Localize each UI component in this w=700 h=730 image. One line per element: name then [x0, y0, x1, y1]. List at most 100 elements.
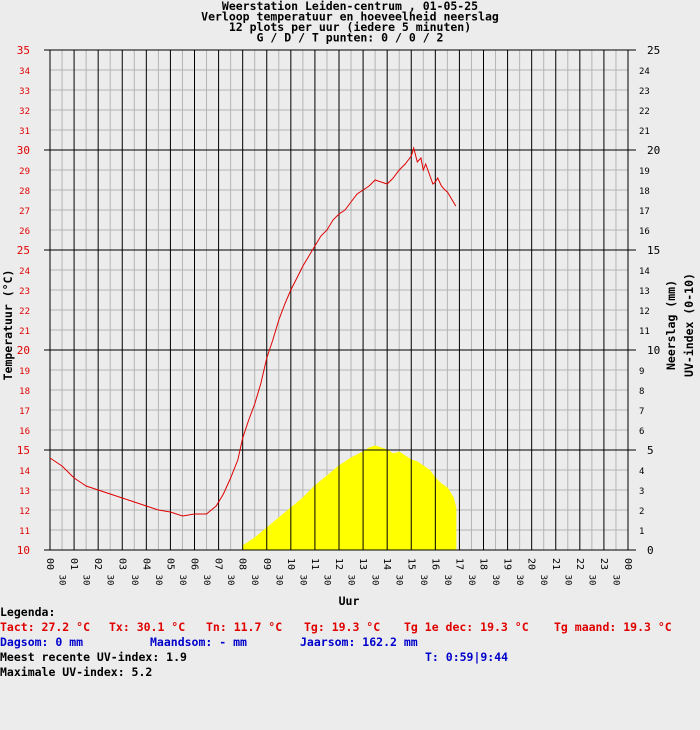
x-axis-label: Uur	[339, 594, 360, 605]
x-tick-label: 14	[381, 558, 392, 570]
x-tick-label: 30	[153, 575, 163, 586]
left-tick-label: 33	[19, 87, 30, 97]
left-tick-label: 20	[17, 344, 30, 357]
title-line: 12 plots per uur (iedere 5 minuten)	[229, 20, 471, 34]
x-tick-label: 09	[261, 558, 272, 570]
left-tick-label: 14	[19, 467, 30, 477]
right-tick-label: 12	[639, 307, 650, 317]
x-tick-label: 30	[490, 575, 500, 586]
x-tick-label: 30	[105, 575, 115, 586]
x-tick-label: 30	[610, 575, 620, 586]
right-tick-label: 2	[639, 507, 644, 517]
left-tick-label: 29	[19, 167, 30, 177]
x-tick-label: 30	[129, 575, 139, 586]
x-tick-label: 30	[586, 575, 596, 586]
legend-row-heading: Legenda:	[0, 605, 700, 620]
right-tick-label: 19	[639, 167, 650, 177]
x-tick-label: 30	[57, 575, 67, 586]
left-tick-label: 19	[19, 367, 30, 377]
y-axis-label-left: Temperatuur (°C)	[1, 270, 15, 381]
left-tick-label: 23	[19, 287, 30, 297]
x-tick-label: 05	[164, 558, 175, 570]
x-tick-label: 30	[538, 575, 548, 586]
x-tick-label: 30	[418, 575, 428, 586]
x-tick-label: 10	[285, 558, 296, 570]
legend-row-rain: Dagsom: 0 mm Maandsom: - mm Jaarsom: 162…	[0, 635, 700, 650]
left-axis-ticks: 10 11 12 13 14 15 16 17 18 19 20 21 22 23 24 25 26 27 28 29…	[17, 44, 30, 557]
x-tick-label: 23	[598, 558, 609, 570]
x-tick-label: 30	[201, 575, 211, 586]
right-axis-ticks: 0123456789101112131415161718192021222324…	[639, 44, 660, 557]
legend-tg-dec: Tg 1e dec: 19.3 °C	[404, 620, 529, 634]
left-tick-label: 24	[19, 267, 30, 277]
title-line: Verloop temperatuur en hoeveelheid neers…	[201, 10, 499, 24]
right-tick-label: 3	[639, 487, 644, 497]
x-tick-label: 20	[526, 558, 537, 570]
left-tick-label: 10	[17, 544, 30, 557]
x-tick-label: 16	[429, 558, 440, 570]
left-tick-label: 22	[19, 307, 30, 317]
x-tick-label: 30	[177, 575, 187, 586]
x-tick-label: 11	[309, 558, 320, 570]
x-tick-label: 19	[502, 558, 513, 570]
x-tick-label: 30	[370, 575, 380, 586]
x-tick-label: 13	[357, 558, 368, 570]
legend-row-temperature: Tact: 27.2 °C Tx: 30.1 °C Tn: 11.7 °C Tg…	[0, 620, 700, 635]
left-tick-label: 28	[19, 187, 30, 197]
legend-row-uv: Meest recente UV-index: 1.9 T: 0:59|9:44	[0, 650, 700, 665]
right-tick-label: 18	[639, 187, 650, 197]
x-tick-label: 21	[550, 558, 561, 570]
right-tick-label: 17	[639, 207, 650, 217]
legend-uv-recent: Meest recente UV-index: 1.9	[0, 650, 187, 664]
title-line: Weerstation Leiden-centrum , 01-05-25	[222, 0, 478, 13]
uv-area	[242, 445, 457, 551]
legend-tg-maand: Tg maand: 19.3 °C	[554, 620, 672, 634]
y-axis-label-uv: UV-index (0-10)	[682, 273, 696, 377]
legend-tn: Tn: 11.7 °C	[206, 620, 283, 634]
legend-tx: Tx: 30.1 °C	[109, 620, 186, 634]
right-tick-label: 5	[647, 444, 654, 457]
x-tick-label: 18	[478, 558, 489, 570]
x-tick-label: 30	[514, 575, 524, 586]
left-tick-label: 32	[19, 107, 30, 117]
right-tick-label: 13	[639, 287, 650, 297]
x-tick-label: 30	[297, 575, 307, 586]
right-tick-label: 20	[647, 144, 660, 157]
x-tick-label: 02	[92, 558, 103, 570]
legend-tact: Tact: 27.2 °C	[0, 620, 91, 634]
legend-dagsom: Dagsom: 0 mm	[0, 635, 84, 649]
right-tick-label: 9	[639, 367, 644, 377]
left-tick-label: 26	[19, 227, 30, 237]
left-tick-label: 16	[19, 427, 30, 437]
left-tick-label: 12	[19, 507, 30, 517]
left-tick-label: 25	[17, 244, 30, 257]
uv-series	[242, 445, 457, 551]
right-tick-label: 23	[639, 87, 650, 97]
axis-labels: Uur Temperatuur (°C) Neerslag (mm) UV-index…	[1, 270, 696, 605]
right-tick-label: 14	[639, 267, 650, 277]
right-tick-label: 15	[647, 244, 660, 257]
x-tick-label: 30	[225, 575, 235, 586]
x-tick-label: 03	[116, 558, 127, 570]
right-tick-label: 24	[639, 67, 650, 77]
x-tick-label: 30	[394, 575, 404, 586]
chart-title: Weerstation Leiden-centrum , 01-05-25Ver…	[201, 0, 499, 45]
left-tick-label: 34	[19, 67, 30, 77]
left-tick-label: 17	[19, 407, 30, 417]
right-tick-label: 1	[639, 527, 644, 537]
left-tick-label: 13	[19, 487, 30, 497]
right-tick-label: 6	[639, 427, 644, 437]
x-tick-label: 17	[453, 558, 464, 570]
x-tick-label: 30	[81, 575, 91, 586]
right-tick-label: 11	[639, 327, 650, 337]
grid-major-lines	[44, 49, 636, 551]
temperature-series	[49, 146, 457, 517]
right-tick-label: 4	[639, 467, 644, 477]
right-tick-label: 22	[639, 107, 650, 117]
right-tick-label: 10	[647, 344, 660, 357]
y-axis-label-rain: Neerslag (mm)	[664, 280, 678, 370]
left-tick-label: 35	[17, 44, 30, 57]
right-tick-label: 7	[639, 407, 644, 417]
legend-maandsom: Maandsom: - mm	[150, 635, 247, 649]
left-tick-label: 11	[19, 527, 30, 537]
